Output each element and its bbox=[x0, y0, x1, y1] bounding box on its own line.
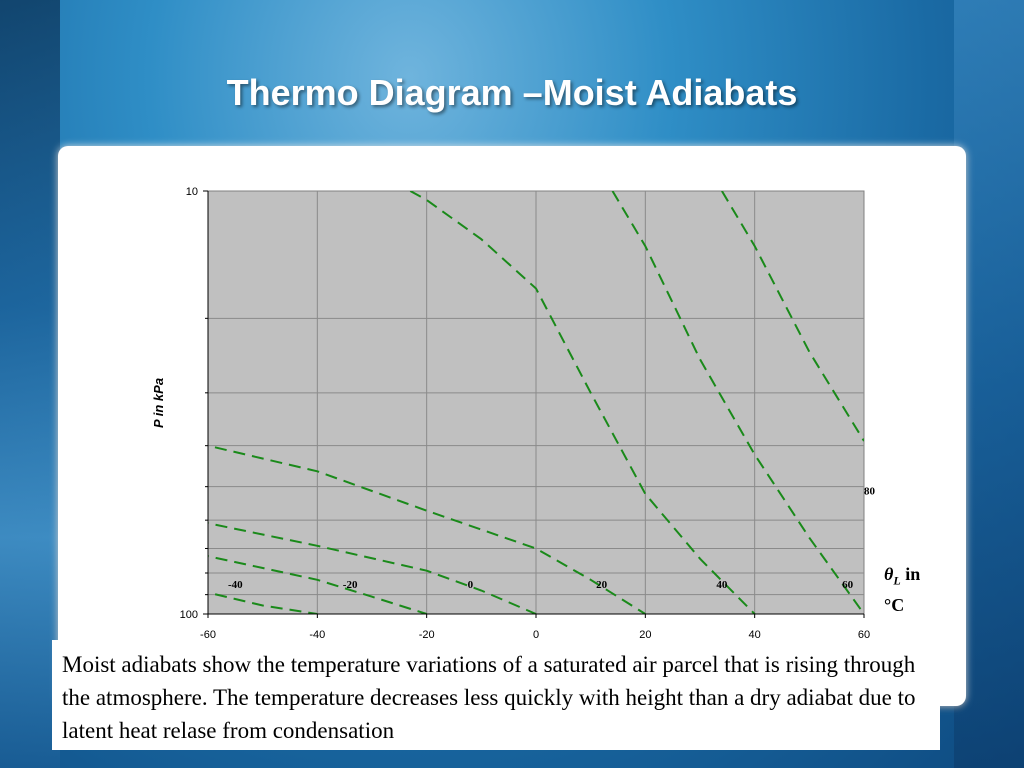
x-tick-label: 20 bbox=[639, 629, 651, 641]
adiabat-label: 80 bbox=[864, 485, 876, 497]
x-tick-label: 60 bbox=[858, 629, 870, 641]
moist-adiabat-line--40 bbox=[208, 591, 318, 614]
background-cloud-left bbox=[0, 0, 60, 768]
adiabat-label: -20 bbox=[343, 579, 358, 591]
x-tick-label: 0 bbox=[533, 629, 539, 641]
moist-adiabat-line-40 bbox=[409, 191, 756, 614]
x-tick-label: 40 bbox=[749, 629, 761, 641]
adiabat-label: 20 bbox=[596, 579, 608, 591]
theta-unit-c: °C bbox=[884, 594, 905, 615]
slide-title: Thermo Diagram –Moist Adiabats bbox=[226, 72, 798, 113]
y-tick-label: 100 bbox=[180, 609, 198, 621]
moist-adiabat-line--20 bbox=[208, 555, 428, 614]
adiabat-label: -40 bbox=[228, 579, 243, 591]
y-tick-label: 10 bbox=[186, 186, 198, 198]
adiabat-label: 40 bbox=[716, 579, 728, 591]
theta-symbol: θ bbox=[884, 564, 894, 584]
theta-legend-label: θL in °C bbox=[884, 562, 954, 617]
adiabat-label: 0 bbox=[468, 579, 474, 591]
moist-adiabat-line-20 bbox=[208, 444, 646, 614]
moist-adiabat-line-0 bbox=[208, 522, 537, 614]
theta-unit-in: in bbox=[905, 564, 921, 584]
theta-subscript: L bbox=[893, 573, 901, 588]
x-tick-label: -60 bbox=[200, 629, 216, 641]
x-tick-label: -20 bbox=[419, 629, 435, 641]
y-axis-label: P in kPa bbox=[151, 378, 166, 428]
caption-text: Moist adiabats show the temperature vari… bbox=[52, 640, 940, 750]
x-tick-label: -40 bbox=[309, 629, 325, 641]
moist-adiabat-line-80 bbox=[721, 191, 864, 442]
adiabat-label: 60 bbox=[842, 579, 854, 591]
